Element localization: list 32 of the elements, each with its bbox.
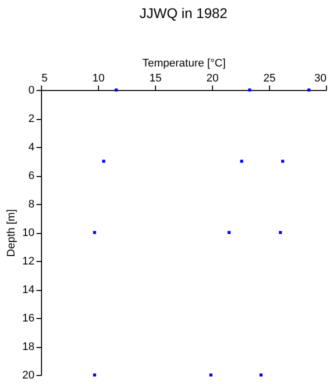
x-tick-label: 25 (263, 72, 276, 84)
x-tick-label: 20 (206, 72, 219, 84)
chart-title: JJWQ in 1982 (140, 5, 228, 21)
x-tick-label: 5 (42, 72, 48, 84)
point (281, 160, 284, 163)
y-tick-label: 16 (22, 312, 34, 324)
y-tick-label: 14 (22, 284, 34, 296)
y-axis-title: Depth [m] (5, 209, 18, 257)
y-tick-label: 18 (22, 341, 34, 353)
y-tick-label: 8 (28, 198, 34, 210)
y-tick-label: 0 (28, 84, 34, 96)
y-tick-label: 2 (28, 113, 34, 125)
x-tick-label: 15 (149, 72, 162, 84)
point (240, 160, 244, 163)
x-tick-label: 30 (314, 72, 326, 84)
point (114, 88, 118, 92)
point (260, 374, 263, 376)
point (209, 374, 212, 376)
point (93, 231, 96, 234)
y-tick-label: 4 (28, 142, 34, 154)
point (278, 231, 282, 234)
point (248, 88, 252, 92)
point (102, 160, 106, 163)
x-tick-label: 10 (92, 72, 105, 84)
y-tick-label: 12 (22, 256, 34, 268)
y-tick-label: 10 (22, 227, 34, 239)
y-tick-label: 6 (28, 170, 34, 182)
y-tick-label: 20 (22, 370, 34, 382)
point (228, 231, 231, 234)
point (93, 374, 96, 376)
x-axis-title: Temperature [°C] (142, 58, 226, 70)
point (307, 88, 310, 92)
